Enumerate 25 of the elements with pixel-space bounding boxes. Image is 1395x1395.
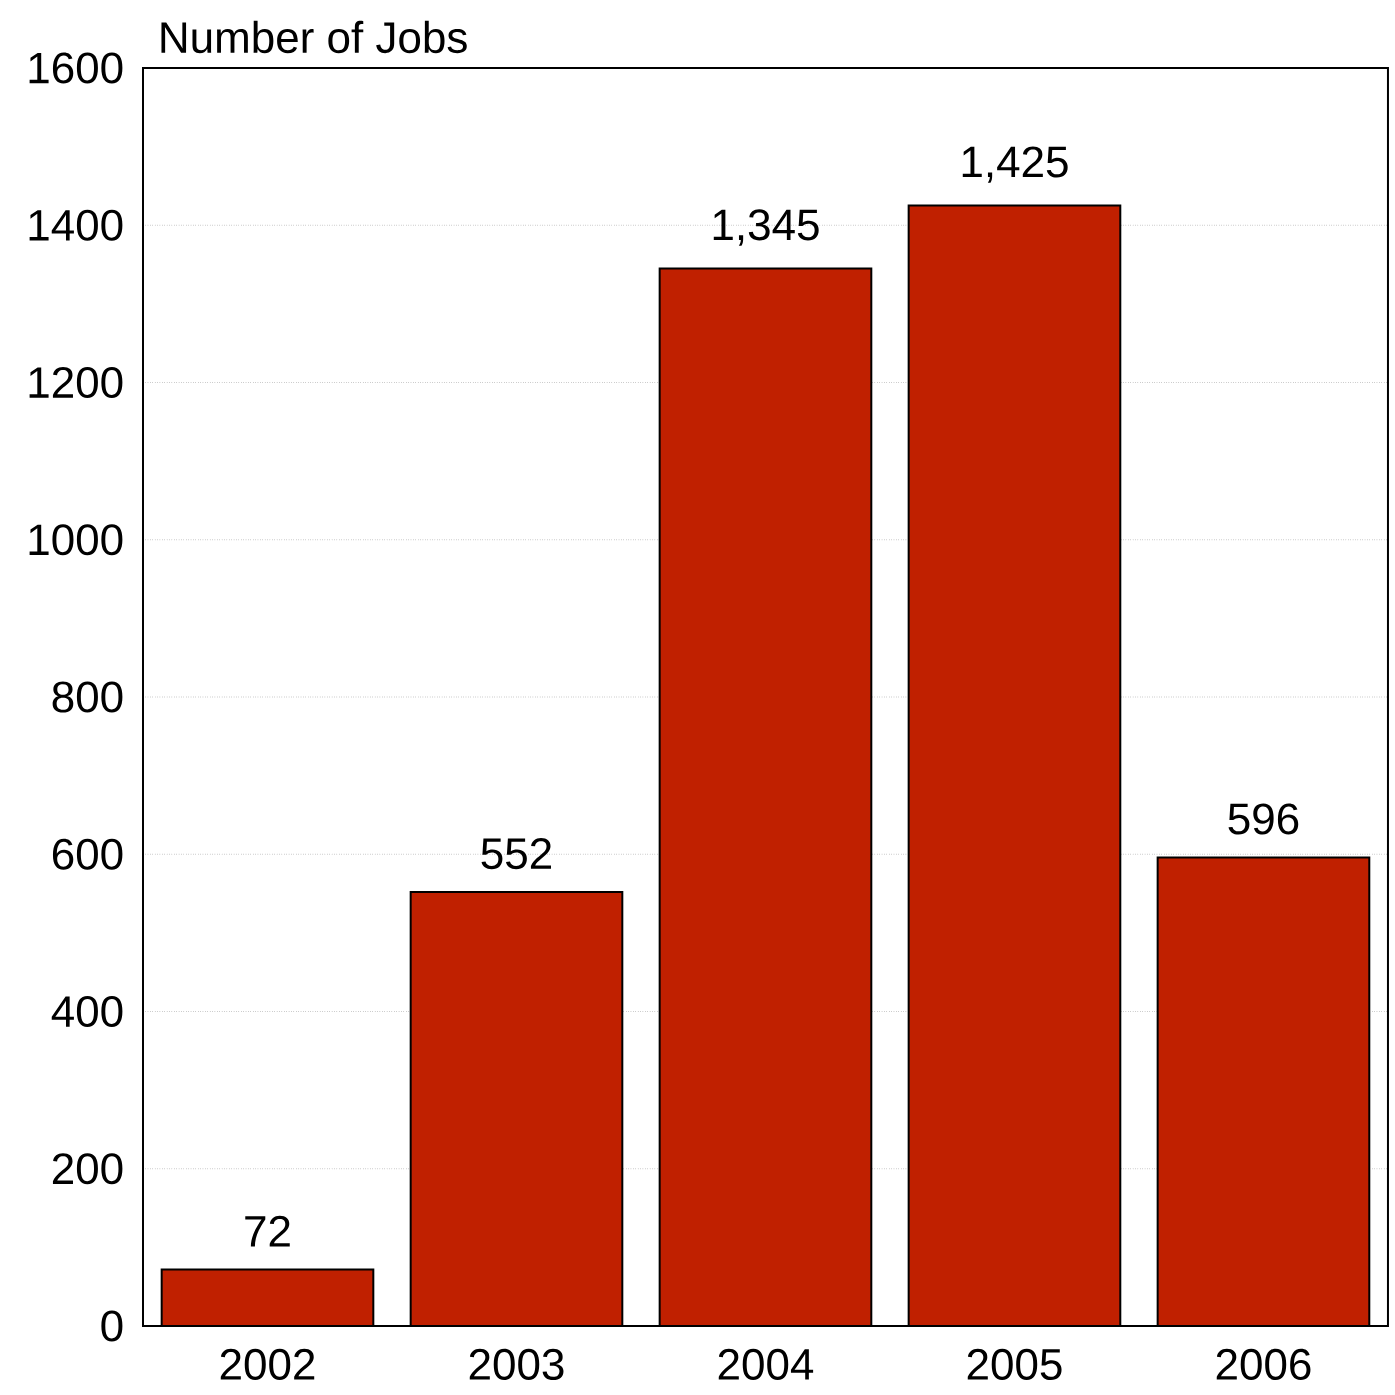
y-tick-label: 600 <box>52 838 123 870</box>
x-tick-label: 2003 <box>469 1348 564 1381</box>
data-label: 596 <box>1228 803 1299 835</box>
y-tick-label: 1000 <box>29 524 123 556</box>
x-tick-label: 2005 <box>967 1348 1062 1381</box>
y-tick-label: 400 <box>51 995 123 1028</box>
x-tick-label: 2004 <box>718 1348 814 1381</box>
bar <box>410 891 623 1326</box>
data-label: 72 <box>245 1215 290 1247</box>
y-tick-label: 0 <box>101 1310 123 1342</box>
data-label: 552 <box>481 837 551 870</box>
data-label: 1,345 <box>713 209 819 246</box>
x-tick-label: 2006 <box>1216 1348 1311 1381</box>
y-tick-label: 800 <box>52 681 123 713</box>
bar <box>161 1269 374 1326</box>
y-tick-label: 1400 <box>29 209 123 241</box>
data-label: 1,425 <box>962 146 1068 183</box>
y-axis-title: Number of Jobs <box>161 20 467 54</box>
x-tick-label: 2002 <box>220 1348 315 1381</box>
bar <box>908 205 1121 1326</box>
bar <box>1156 856 1371 1326</box>
y-tick-label: 1200 <box>29 366 123 399</box>
bar <box>659 268 872 1326</box>
y-tick-label: 1600 <box>29 52 123 84</box>
y-tick-label: 200 <box>52 1153 123 1185</box>
